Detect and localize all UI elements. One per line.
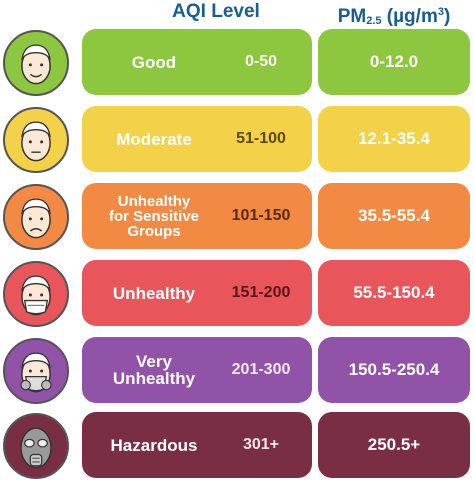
aqi-range: 101-150 <box>231 207 291 224</box>
aqi-range: 201-300 <box>231 361 291 378</box>
face-mask-icon <box>3 261 69 327</box>
gas-mask-icon <box>3 413 69 479</box>
pm-label-main: PM <box>337 6 367 27</box>
pm25-header: PM2.5 (µg/m3) <box>318 0 470 27</box>
aqi-level-label: Hazardous <box>110 435 198 455</box>
aqi-level-label: Very Unhealthy <box>112 352 196 388</box>
pm-label-unit-pre: (µg/m <box>381 6 438 27</box>
happy-face-icon <box>3 30 69 96</box>
aqi-row-moderate: Moderate 51-100 12.1-35.4 <box>0 106 474 173</box>
pm-label-unit-sup: 3 <box>437 6 444 18</box>
pm-label-unit-post: ) <box>443 6 451 27</box>
aqi-level-label: Moderate <box>116 129 192 149</box>
pm-label-sub: 2.5 <box>366 15 382 27</box>
aqi-range: 301+ <box>242 436 280 453</box>
aqi-range: 151-200 <box>231 284 291 301</box>
aqi-level-label: Good <box>131 52 177 72</box>
neutral-face-icon <box>3 107 69 173</box>
pm25-range-pill: 250.5+ <box>318 412 470 478</box>
aqi-level-pill: Moderate 51-100 <box>82 106 312 172</box>
pm25-range-pill: 35.5-55.4 <box>318 183 470 249</box>
aqi-row-good: Good 0-50 0-12.0 <box>0 29 474 96</box>
aqi-level-pill: Unhealthy 151-200 <box>82 260 312 326</box>
respirator-face-icon <box>3 338 69 404</box>
aqi-level-pill: Very Unhealthy 201-300 <box>82 337 312 403</box>
aqi-row-hazardous: Hazardous 301+ 250.5+ <box>0 412 474 479</box>
aqi-level-header: AQI Level <box>172 1 260 22</box>
pm25-range-pill: 55.5-150.4 <box>318 260 470 326</box>
aqi-row-unhealthy-sensitive: Unhealthy for Sensitive Groups 101-150 3… <box>0 183 474 250</box>
pm25-range-pill: 150.5-250.4 <box>318 337 470 403</box>
aqi-level-pill: Hazardous 301+ <box>82 412 312 478</box>
aqi-row-unhealthy: Unhealthy 151-200 55.5-150.4 <box>0 260 474 327</box>
aqi-level-label: Unhealthy <box>112 283 196 303</box>
pm25-range-pill: 12.1-35.4 <box>318 106 470 172</box>
aqi-range: 51-100 <box>236 130 286 147</box>
aqi-level-pill: Unhealthy for Sensitive Groups 101-150 <box>82 183 312 249</box>
aqi-range: 0-50 <box>244 53 278 70</box>
aqi-row-very-unhealthy: Very Unhealthy 201-300 150.5-250.4 <box>0 337 474 404</box>
pm25-range-pill: 0-12.0 <box>318 29 470 95</box>
sad-face-icon <box>3 184 69 250</box>
aqi-level-label: Unhealthy for Sensitive Groups <box>108 192 200 240</box>
aqi-level-pill: Good 0-50 <box>82 29 312 95</box>
